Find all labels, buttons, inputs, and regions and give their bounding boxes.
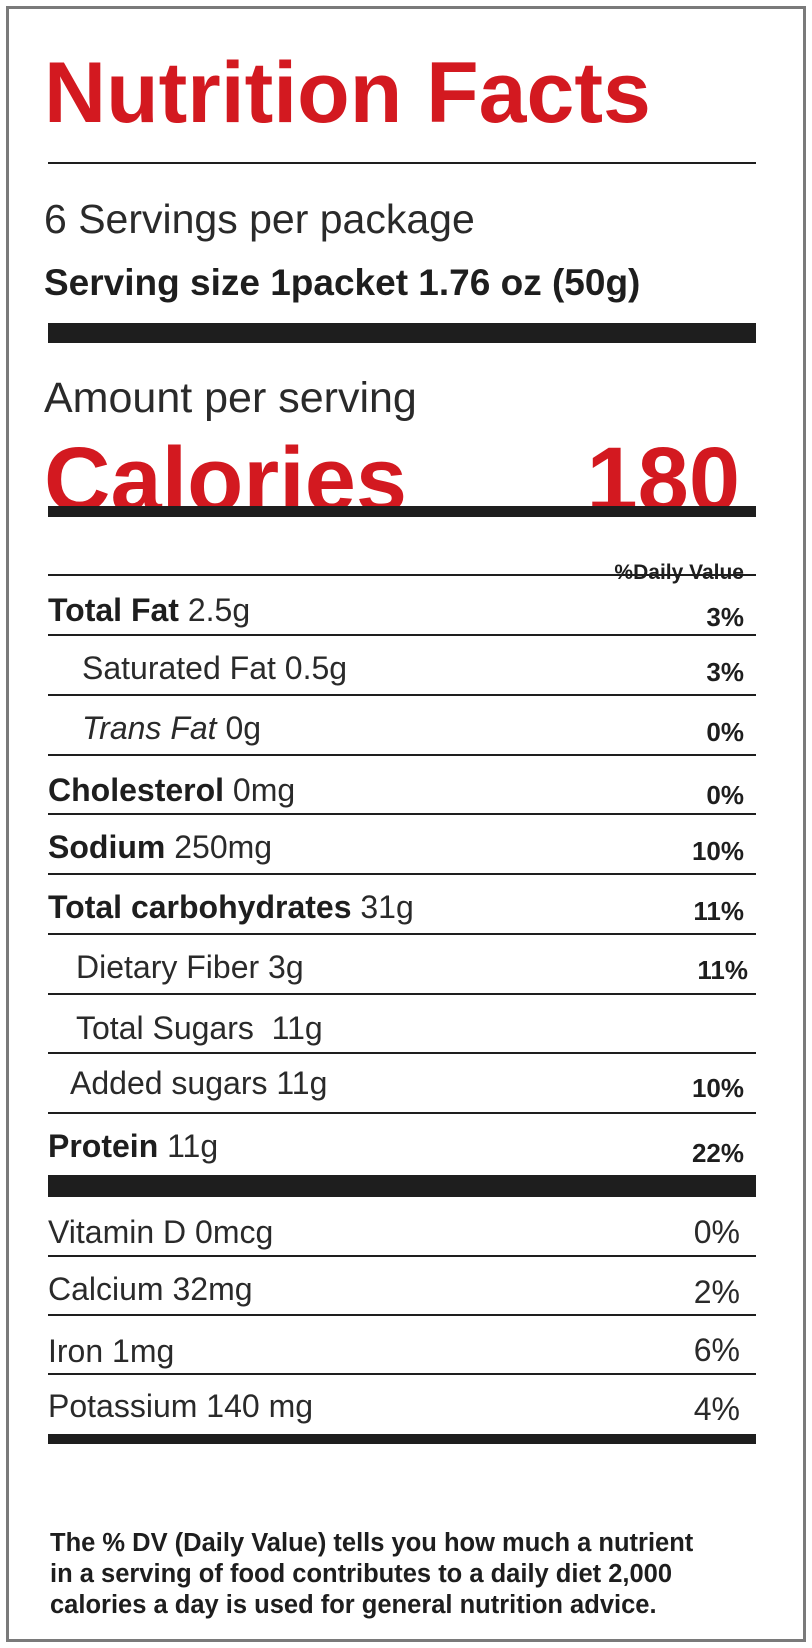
nutrient-name: Total carbohydrates xyxy=(48,889,352,925)
row-divider xyxy=(48,813,756,815)
row-divider xyxy=(48,873,756,875)
row-divider xyxy=(48,754,756,756)
nutrient-name: Added sugars xyxy=(70,1065,268,1101)
nutrient-name: Trans Fat xyxy=(82,710,217,746)
nutrient-row-added-sugars: Added sugars 11g xyxy=(70,1065,327,1102)
nutrient-name: Sodium xyxy=(48,829,166,865)
nutrient-row-dietary-fiber: Dietary Fiber 3g xyxy=(76,949,304,986)
vitamin-dv: 6% xyxy=(693,1332,740,1368)
nutrient-amount: 0mg xyxy=(232,772,296,808)
nutrient-dv: 3% xyxy=(706,657,744,687)
nutrient-name: Saturated Fat xyxy=(82,650,276,686)
nutrient-row-saturated-fat: Saturated Fat 0.5g xyxy=(82,650,347,687)
daily-value-footnote: The % DV (Daily Value) tells you how muc… xyxy=(50,1529,694,1619)
divider-thin xyxy=(48,162,756,164)
vitamin-row-iron: Iron 1mg xyxy=(48,1333,175,1369)
row-divider xyxy=(48,933,756,935)
nutrient-name: Total Sugars xyxy=(76,1010,254,1046)
nutrient-dv: 11% xyxy=(697,955,748,985)
row-divider xyxy=(48,1255,756,1257)
nutrient-dv: 3% xyxy=(706,602,744,632)
label-title: Nutrition Facts xyxy=(44,45,651,141)
servings-per-package: 6 Servings per package xyxy=(44,196,475,242)
row-divider xyxy=(48,1373,756,1375)
row-divider xyxy=(48,993,756,995)
row-divider xyxy=(48,1112,756,1114)
nutrient-dv: 0% xyxy=(706,780,744,810)
daily-value-header: %Daily Value xyxy=(614,561,744,584)
nutrient-row-total-fat: Total Fat 2.5g xyxy=(48,592,250,629)
nutrient-name: Protein xyxy=(48,1128,159,1164)
nutrient-dv: 11% xyxy=(693,896,744,926)
row-divider xyxy=(48,694,756,696)
nutrient-row-cholesterol: Cholesterol 0mg xyxy=(48,772,295,809)
nutrient-name: Cholesterol xyxy=(48,772,225,808)
nutrient-dv: 10% xyxy=(691,1073,744,1103)
divider-medium xyxy=(48,1434,756,1444)
nutrient-amount: 11g xyxy=(276,1065,328,1101)
nutrient-dv: 10% xyxy=(691,836,744,866)
nutrient-row-trans-fat: Trans Fat 0g xyxy=(82,710,261,747)
vitamin-row-potassium: Potassium 140 mg xyxy=(48,1388,314,1424)
vitamin-row-calcium: Calcium 32mg xyxy=(48,1271,253,1307)
divider-thick xyxy=(48,1175,756,1197)
nutrient-amount: 2.5g xyxy=(187,592,251,628)
nutrient-amount: 31g xyxy=(360,889,414,925)
nutrient-amount: 11g xyxy=(271,1010,323,1046)
nutrient-name: Dietary Fiber xyxy=(76,949,260,985)
nutrient-row-sodium: Sodium 250mg xyxy=(48,829,272,866)
divider-thick xyxy=(48,323,756,343)
amount-per-serving: Amount per serving xyxy=(44,374,417,422)
vitamin-dv: 2% xyxy=(693,1274,740,1310)
nutrient-dv: 0% xyxy=(706,717,744,747)
nutrient-name: Total Fat xyxy=(48,592,179,628)
nutrient-dv: 22% xyxy=(691,1138,744,1168)
nutrient-row-total-sugars: Total Sugars 11g xyxy=(76,1010,323,1047)
vitamin-dv: 0% xyxy=(693,1214,740,1250)
divider-thin xyxy=(48,574,756,576)
nutrient-row-protein: Protein 11g xyxy=(48,1128,218,1165)
nutrient-amount: 250mg xyxy=(174,829,273,865)
nutrition-facts-panel xyxy=(6,6,806,1642)
serving-size: Serving size 1packet 1.76 oz (50g) xyxy=(44,262,641,303)
nutrient-row-total-carbohydrates: Total carbohydrates 31g xyxy=(48,889,414,926)
row-divider xyxy=(48,1314,756,1316)
row-divider xyxy=(48,634,756,636)
row-divider xyxy=(48,1052,756,1054)
nutrient-amount: 3g xyxy=(268,949,304,985)
nutrient-amount: 0g xyxy=(225,710,262,746)
nutrient-amount: 0.5g xyxy=(284,650,348,686)
vitamin-dv: 4% xyxy=(693,1391,740,1427)
nutrient-amount: 11g xyxy=(167,1128,219,1164)
vitamin-row-vitamin-d: Vitamin D 0mcg xyxy=(48,1214,274,1250)
divider-medium xyxy=(48,506,756,517)
